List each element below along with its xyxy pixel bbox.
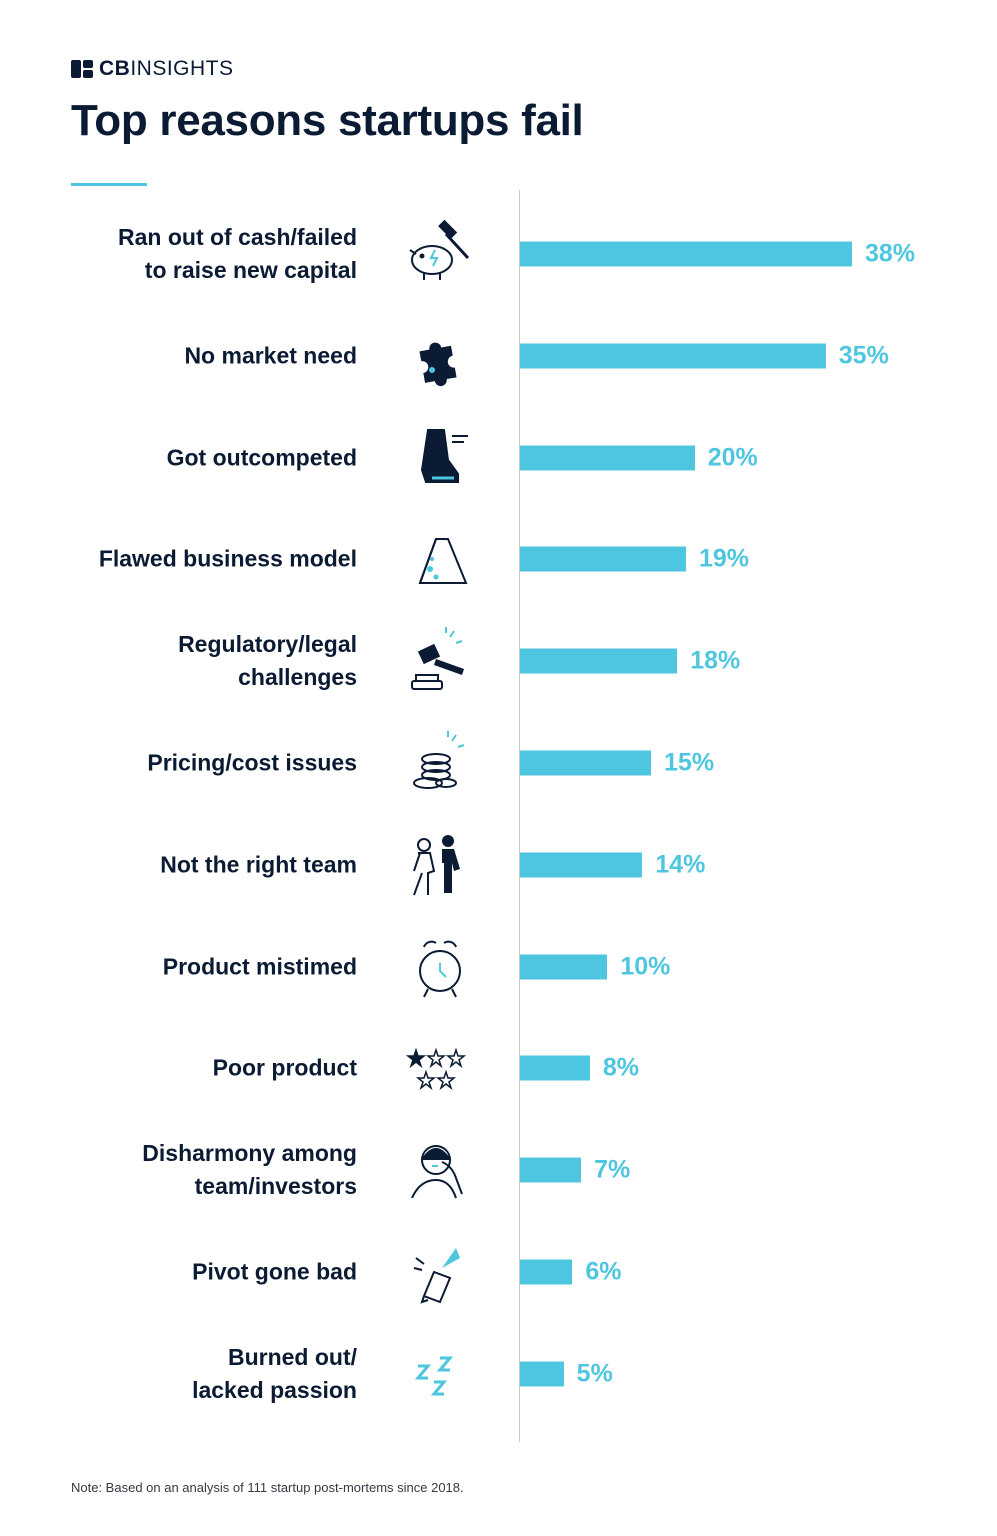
- sleep-zzz-icon: [402, 1336, 478, 1412]
- bar: [520, 343, 826, 369]
- bar: [520, 954, 608, 980]
- cheese-wedge-icon: [402, 521, 478, 597]
- footnote: Note: Based on an analysis of 111 startu…: [71, 1480, 464, 1495]
- category-label: Got outcompeted: [167, 441, 357, 474]
- category-label-line: Pivot gone bad: [192, 1258, 357, 1285]
- category-label-line: Not the right team: [160, 851, 357, 878]
- category-label: Pricing/cost issues: [147, 747, 357, 780]
- bar: [520, 648, 678, 674]
- people-team-icon: [402, 827, 478, 903]
- category-label-line: team/investors: [194, 1173, 357, 1200]
- brand-logo: CBINSIGHTS: [71, 57, 234, 81]
- category-label: Not the right team: [160, 848, 357, 881]
- data-label: 14%: [655, 850, 706, 879]
- gavel-icon: [402, 623, 478, 699]
- bar: [520, 241, 852, 267]
- category-label: Disharmony among team/investors: [142, 1137, 357, 1203]
- bar: [520, 546, 686, 572]
- frustrated-person-icon: [402, 1132, 478, 1208]
- bar: [520, 852, 643, 878]
- data-label: 15%: [664, 748, 715, 777]
- bar: [520, 1361, 564, 1387]
- category-label-line: lacked passion: [192, 1376, 357, 1403]
- category-label-line: Ran out of cash/failed: [118, 224, 357, 250]
- star-rating-icon: [402, 1030, 478, 1106]
- bar: [520, 445, 695, 471]
- chart-row: No market need 35%: [0, 306, 997, 406]
- bar: [520, 1157, 582, 1183]
- chart-row: Ran out of cash/failed to raise new capit…: [0, 204, 997, 304]
- chart-row: Pivot gone bad 6%: [0, 1222, 997, 1322]
- data-label: 18%: [690, 646, 741, 675]
- category-label-line: to raise new capital: [144, 257, 357, 283]
- bar: [520, 1259, 573, 1285]
- data-label: 19%: [699, 544, 750, 573]
- category-label-line: Got outcompeted: [166, 444, 357, 471]
- data-label: 38%: [865, 239, 916, 268]
- chart-row: Product mistimed 10%: [0, 917, 997, 1017]
- brand-name: CBINSIGHTS: [99, 57, 234, 80]
- axis-baseline: [519, 190, 520, 1442]
- chart-row: Poor product 8%: [0, 1018, 997, 1118]
- category-label-line: challenges: [238, 664, 357, 691]
- cb-logo-icon: [71, 60, 93, 78]
- data-label: 6%: [585, 1257, 622, 1286]
- category-label: Flawed business model: [99, 543, 357, 576]
- title-underline: [71, 183, 147, 186]
- data-label: 5%: [576, 1359, 613, 1388]
- chart-row: Regulatory/legal challenges 18%: [0, 611, 997, 711]
- category-label-line: Regulatory/legal: [178, 631, 357, 658]
- data-label: 10%: [620, 952, 671, 981]
- category-label: Burned out/lacked passion: [192, 1341, 357, 1407]
- category-label-line: Product mistimed: [162, 953, 357, 980]
- alarm-clock-icon: [402, 929, 478, 1005]
- piggy-bank-hammer-icon: [402, 216, 478, 292]
- category-label-line: Disharmony among: [142, 1140, 357, 1167]
- category-label: Regulatory/legal challenges: [178, 628, 357, 694]
- puzzle-piece-icon: [402, 318, 478, 394]
- bar: [520, 750, 652, 776]
- running-shoe-icon: [402, 420, 478, 496]
- category-label: Ran out of cash/failed to raise new capit…: [118, 221, 357, 287]
- category-label: Pivot gone bad: [192, 1256, 357, 1289]
- category-label: No market need: [184, 339, 357, 372]
- category-label-line: Poor product: [212, 1054, 357, 1081]
- category-label: Poor product: [213, 1052, 357, 1085]
- data-label: 7%: [594, 1155, 631, 1184]
- chart-row: Burned out/lacked passion 5%: [0, 1324, 997, 1424]
- chart-row: Pricing/cost issues 15%: [0, 713, 997, 813]
- chart-row: Flawed business model 19%: [0, 509, 997, 609]
- chart-row: Not the right team 14%: [0, 815, 997, 915]
- category-label-line: No market need: [184, 342, 357, 369]
- category-label-line: Burned out/: [227, 1343, 357, 1370]
- chart-row: Disharmony among team/investors 7%: [0, 1120, 997, 1220]
- chart-title: Top reasons startups fail: [71, 96, 584, 145]
- chart-row: Got outcompeted 20%: [0, 408, 997, 508]
- category-label: Product mistimed: [163, 950, 357, 983]
- category-label-line: Pricing/cost issues: [147, 749, 357, 776]
- data-label: 20%: [707, 443, 758, 472]
- data-label: 8%: [602, 1053, 640, 1082]
- bar: [520, 1055, 590, 1081]
- broken-pencil-icon: [402, 1234, 478, 1310]
- data-label: 35%: [838, 341, 889, 370]
- coin-stack-icon: [402, 725, 478, 801]
- category-label-line: Flawed business model: [98, 545, 357, 572]
